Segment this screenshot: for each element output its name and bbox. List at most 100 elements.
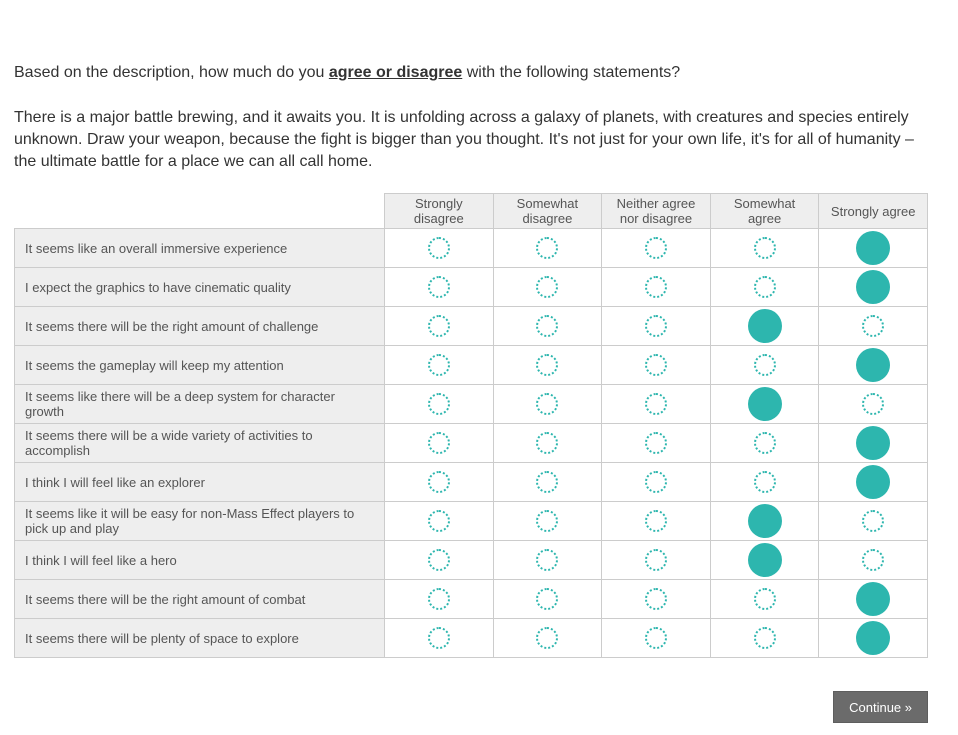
radio-selected-icon[interactable] [856,465,891,499]
radio-cell[interactable] [818,462,928,502]
radio-unselected-icon[interactable] [753,588,776,610]
radio-cell[interactable] [384,540,494,580]
radio-unselected-icon[interactable] [536,627,559,649]
radio-unselected-icon[interactable] [536,588,559,610]
continue-button[interactable]: Continue » [833,691,928,723]
radio-unselected-icon[interactable] [862,549,885,571]
radio-cell[interactable] [492,423,603,463]
radio-unselected-icon[interactable] [427,276,450,298]
radio-cell[interactable] [601,462,711,502]
radio-cell[interactable] [818,423,928,463]
radio-unselected-icon[interactable] [753,471,776,493]
radio-cell[interactable] [492,540,603,580]
radio-cell[interactable] [709,384,820,424]
radio-unselected-icon[interactable] [536,549,559,571]
radio-cell[interactable] [384,345,494,385]
radio-cell[interactable] [601,228,711,268]
radio-cell[interactable] [384,423,494,463]
radio-unselected-icon[interactable] [536,432,559,454]
radio-unselected-icon[interactable] [644,588,667,610]
radio-selected-icon[interactable] [856,426,891,460]
radio-cell[interactable] [492,345,603,385]
radio-unselected-icon[interactable] [536,315,559,337]
radio-cell[interactable] [601,501,711,541]
radio-cell[interactable] [818,618,928,658]
radio-cell[interactable] [384,618,494,658]
radio-cell[interactable] [709,618,820,658]
radio-cell[interactable] [709,501,820,541]
radio-cell[interactable] [818,501,928,541]
radio-unselected-icon[interactable] [753,237,776,259]
radio-cell[interactable] [492,267,603,307]
radio-unselected-icon[interactable] [644,393,667,415]
radio-unselected-icon[interactable] [644,354,667,376]
radio-unselected-icon[interactable] [427,627,450,649]
radio-unselected-icon[interactable] [644,276,667,298]
radio-cell[interactable] [384,579,494,619]
radio-unselected-icon[interactable] [862,510,885,532]
radio-unselected-icon[interactable] [427,354,450,376]
radio-unselected-icon[interactable] [427,549,450,571]
radio-cell[interactable] [709,540,820,580]
radio-cell[interactable] [709,462,820,502]
radio-cell[interactable] [818,228,928,268]
radio-selected-icon[interactable] [856,231,891,265]
radio-cell[interactable] [492,618,603,658]
radio-unselected-icon[interactable] [427,588,450,610]
radio-cell[interactable] [818,384,928,424]
radio-unselected-icon[interactable] [644,471,667,493]
radio-cell[interactable] [601,384,711,424]
radio-unselected-icon[interactable] [536,393,559,415]
radio-selected-icon[interactable] [747,387,782,421]
radio-unselected-icon[interactable] [862,393,885,415]
radio-selected-icon[interactable] [747,504,782,538]
radio-cell[interactable] [384,267,494,307]
radio-unselected-icon[interactable] [536,354,559,376]
radio-cell[interactable] [818,345,928,385]
radio-cell[interactable] [492,579,603,619]
radio-unselected-icon[interactable] [644,510,667,532]
radio-unselected-icon[interactable] [753,354,776,376]
radio-unselected-icon[interactable] [427,471,450,493]
radio-unselected-icon[interactable] [536,276,559,298]
radio-cell[interactable] [384,384,494,424]
radio-unselected-icon[interactable] [427,315,450,337]
radio-cell[interactable] [818,267,928,307]
radio-cell[interactable] [709,306,820,346]
radio-cell[interactable] [492,462,603,502]
radio-cell[interactable] [601,423,711,463]
radio-cell[interactable] [818,540,928,580]
radio-unselected-icon[interactable] [644,627,667,649]
radio-cell[interactable] [601,345,711,385]
radio-unselected-icon[interactable] [644,549,667,571]
radio-selected-icon[interactable] [856,582,891,616]
radio-cell[interactable] [709,267,820,307]
radio-unselected-icon[interactable] [427,393,450,415]
radio-selected-icon[interactable] [856,348,891,382]
radio-cell[interactable] [709,423,820,463]
radio-cell[interactable] [492,384,603,424]
radio-selected-icon[interactable] [747,543,782,577]
radio-cell[interactable] [601,618,711,658]
radio-unselected-icon[interactable] [753,432,776,454]
radio-cell[interactable] [709,345,820,385]
radio-unselected-icon[interactable] [536,510,559,532]
radio-unselected-icon[interactable] [536,471,559,493]
radio-cell[interactable] [709,579,820,619]
radio-cell[interactable] [384,228,494,268]
radio-cell[interactable] [492,501,603,541]
radio-cell[interactable] [818,306,928,346]
radio-cell[interactable] [601,540,711,580]
radio-cell[interactable] [709,228,820,268]
radio-unselected-icon[interactable] [644,432,667,454]
radio-cell[interactable] [492,306,603,346]
radio-unselected-icon[interactable] [753,276,776,298]
radio-selected-icon[interactable] [856,621,891,655]
radio-cell[interactable] [384,306,494,346]
radio-unselected-icon[interactable] [427,237,450,259]
radio-cell[interactable] [492,228,603,268]
radio-cell[interactable] [601,579,711,619]
radio-cell[interactable] [384,501,494,541]
radio-unselected-icon[interactable] [644,237,667,259]
radio-cell[interactable] [818,579,928,619]
